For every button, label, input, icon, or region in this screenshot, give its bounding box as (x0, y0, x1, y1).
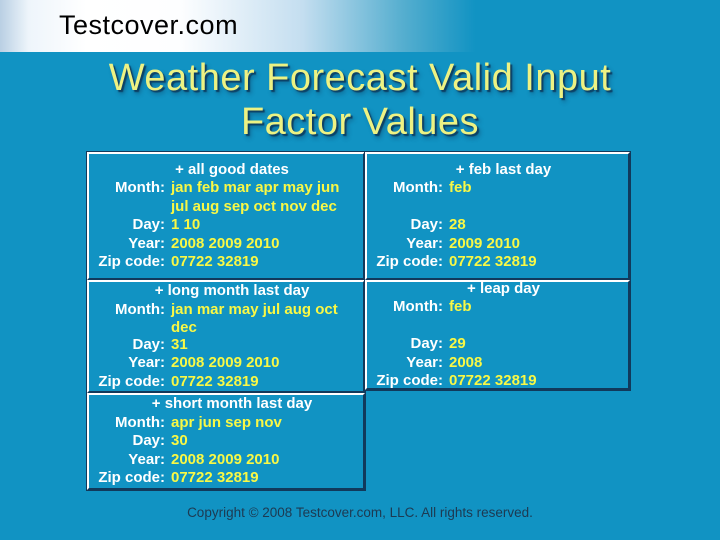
factor-value: jan feb mar apr may jun jul aug sep oct … (171, 179, 340, 215)
table-section: + long month last day Month: jan mar may j… (87, 280, 365, 393)
factor-row: Year: 2008 (371, 354, 622, 373)
factor-value: feb (449, 179, 472, 196)
factor-label: Year: (128, 354, 165, 371)
factor-value: 1 10 (171, 216, 201, 233)
factor-value: 2008 2009 2010 (171, 354, 280, 371)
factor-label: Year: (128, 450, 165, 468)
factor-label: Zip code: (98, 372, 165, 390)
factor-label: Month: (115, 300, 165, 318)
factor-value: 2008 2009 2010 (171, 450, 280, 468)
factor-row: Year: 2009 2010 (371, 235, 622, 254)
factor-label: Day: (132, 335, 165, 353)
factor-value: 07722 32819 (171, 469, 259, 487)
factor-row: Month: jan feb mar apr may jun jul aug se… (93, 179, 357, 216)
factor-label: Zip code: (376, 372, 443, 389)
slide-title-line1: Weather Forecast Valid Input (108, 57, 612, 99)
factor-row: Day: 31 (93, 336, 357, 355)
factor-row: Zip code: 07722 32819 (93, 253, 357, 272)
factor-row: Day: 30 (93, 432, 357, 451)
factor-row: Day: 28 (371, 216, 622, 235)
factor-row: Zip code: 07722 32819 (93, 373, 357, 392)
slide-title: Weather Forecast Valid Input Factor Valu… (0, 56, 720, 144)
factor-label: Day: (410, 335, 443, 352)
factor-row: Zip code: 07722 32819 (371, 372, 622, 389)
factor-label: Zip code: (376, 253, 443, 270)
factor-table: + all good dates Month: jan feb mar apr ma… (86, 151, 631, 491)
table-column: + all good dates Month: jan feb mar apr ma… (86, 151, 366, 491)
factor-value: 07722 32819 (449, 253, 537, 270)
factor-row (371, 317, 622, 336)
factor-row: Month: feb (371, 298, 622, 317)
copyright-text: Copyright © 2008 Testcover.com, LLC. All… (187, 505, 533, 520)
factor-value: 29 (449, 335, 466, 352)
factor-row: Day: 29 (371, 335, 622, 354)
factor-value: apr jun sep nov (171, 413, 282, 431)
factor-label: Day: (410, 216, 443, 233)
factor-row: Zip code: 07722 32819 (93, 469, 357, 488)
factor-value: 30 (171, 432, 188, 450)
factor-label: Zip code: (98, 253, 165, 270)
factor-label: Year: (128, 234, 165, 252)
factor-label (371, 198, 443, 217)
factor-label: Year: (406, 234, 443, 252)
factor-row: Zip code: 07722 32819 (371, 253, 622, 272)
section-header: + all good dates (175, 160, 289, 178)
factor-row: Year: 2008 2009 2010 (93, 235, 357, 254)
factor-label: Year: (406, 353, 443, 371)
table-section: + feb last day Month: feb Day: 28 Year: 2009 2… (365, 152, 630, 280)
banner: Testcover.com (0, 0, 720, 52)
factor-row: Day: 1 10 (93, 216, 357, 235)
factor-row: Month: feb (371, 179, 622, 198)
factor-value: jan mar may jul aug oct dec (171, 300, 338, 337)
factor-row: Month: jan mar may jul aug oct dec (93, 300, 357, 337)
factor-row: Month: apr jun sep nov (93, 414, 357, 433)
factor-value: 07722 32819 (171, 253, 259, 270)
factor-label: Month: (393, 298, 443, 315)
factor-label: Month: (115, 179, 165, 196)
table-section: + all good dates Month: jan feb mar apr ma… (87, 152, 365, 280)
factor-value: 2009 2010 (449, 234, 520, 252)
table-section: + short month last day Month: apr jun sep … (87, 393, 365, 490)
factor-value: 2008 (449, 353, 483, 371)
factor-value: feb (449, 298, 472, 315)
factor-value: 28 (449, 216, 466, 233)
factor-label (371, 317, 443, 336)
slide-title-line2: Factor Values (240, 101, 480, 143)
factor-value: 07722 32819 (171, 372, 259, 390)
table-column: + feb last day Month: feb Day: 28 Year: 2009 2… (364, 151, 631, 391)
table-section: + leap day Month: feb Day: 29 Year: 2008 Zip co… (365, 280, 630, 390)
factor-value: 07722 32819 (449, 372, 537, 389)
factor-row (371, 198, 622, 217)
factor-value: 2008 2009 2010 (171, 234, 280, 252)
factor-value: 31 (171, 335, 188, 353)
factor-label: Month: (115, 413, 165, 431)
factor-label: Day: (132, 432, 165, 450)
section-header: + leap day (467, 280, 540, 297)
factor-label: Day: (132, 216, 165, 233)
section-header: + long month last day (154, 282, 310, 299)
factor-label: Zip code: (98, 469, 165, 487)
section-header: + feb last day (455, 160, 552, 178)
brand-logo-text: Testcover.com (59, 10, 239, 40)
factor-row: Year: 2008 2009 2010 (93, 451, 357, 470)
factor-row: Year: 2008 2009 2010 (93, 354, 357, 373)
factor-label: Month: (393, 179, 443, 196)
section-header: + short month last day (151, 395, 313, 413)
